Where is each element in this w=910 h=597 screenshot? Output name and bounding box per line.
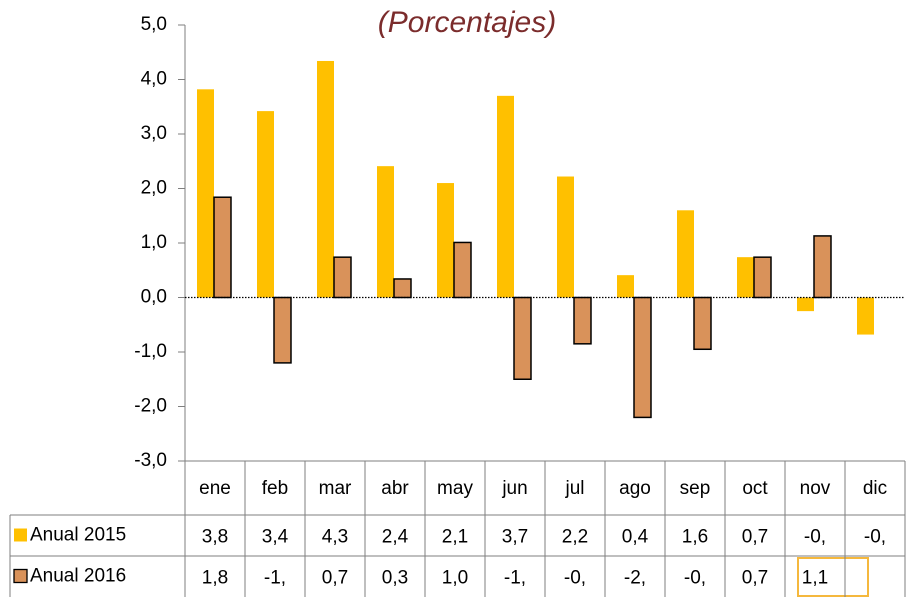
table-value: -2, bbox=[624, 568, 646, 589]
table-value: 1,8 bbox=[202, 568, 228, 589]
table-value: -1, bbox=[504, 568, 526, 589]
x-tick-label: ago bbox=[619, 478, 651, 499]
bar bbox=[797, 297, 814, 312]
x-tick-label: nov bbox=[800, 478, 831, 499]
y-tick-label: -3,0 bbox=[134, 450, 167, 471]
bar bbox=[273, 296, 292, 364]
table-value: -0, bbox=[684, 568, 706, 589]
chart-title: (Porcentajes) bbox=[378, 6, 556, 39]
table-value: 0,3 bbox=[382, 568, 408, 589]
legend-label: Anual 2016 bbox=[30, 566, 126, 587]
bar bbox=[513, 296, 532, 380]
bar bbox=[497, 95, 514, 298]
table-value: 2,2 bbox=[562, 527, 588, 548]
bar bbox=[453, 241, 472, 299]
y-tick-label: 0,0 bbox=[141, 287, 167, 308]
y-tick-label: 1,0 bbox=[141, 232, 167, 253]
x-tick-label: feb bbox=[262, 478, 288, 499]
x-tick-label: may bbox=[437, 478, 473, 499]
bar bbox=[693, 296, 712, 351]
x-tick-label: mar bbox=[319, 478, 352, 499]
x-tick-label: jul bbox=[564, 478, 584, 499]
table-value: -0, bbox=[564, 568, 586, 589]
x-tick-label: oct bbox=[742, 478, 768, 499]
bar bbox=[557, 176, 574, 298]
bar bbox=[213, 196, 232, 299]
legend-swatch bbox=[13, 568, 28, 584]
x-tick-label: abr bbox=[381, 478, 409, 499]
y-tick-label: 5,0 bbox=[141, 14, 167, 35]
y-tick-label: -2,0 bbox=[134, 396, 167, 417]
table-value: 3,8 bbox=[202, 527, 228, 548]
bar bbox=[333, 256, 352, 299]
bar bbox=[677, 210, 694, 298]
y-tick-label: -1,0 bbox=[134, 341, 167, 362]
table-value: -0, bbox=[864, 527, 886, 548]
bar bbox=[257, 111, 274, 298]
x-tick-label: ene bbox=[199, 478, 231, 499]
y-tick-label: 4,0 bbox=[141, 69, 167, 90]
bar bbox=[813, 235, 832, 299]
table-value: 0,7 bbox=[742, 568, 768, 589]
bar bbox=[753, 256, 772, 299]
table-value: 2,1 bbox=[442, 527, 468, 548]
table-value: 1,6 bbox=[682, 527, 708, 548]
x-tick-label: sep bbox=[680, 478, 711, 499]
table-value: 2,4 bbox=[382, 527, 409, 548]
bar bbox=[617, 275, 634, 298]
table-value: 0,4 bbox=[622, 527, 649, 548]
table-value: 0,7 bbox=[322, 568, 348, 589]
y-tick-label: 3,0 bbox=[141, 123, 167, 144]
bar bbox=[437, 183, 454, 298]
bar bbox=[737, 257, 754, 298]
x-tick-label: dic bbox=[863, 478, 887, 499]
bar bbox=[197, 89, 214, 298]
bar bbox=[573, 296, 592, 345]
table-value: -0, bbox=[804, 527, 826, 548]
x-tick-label: jun bbox=[501, 478, 527, 499]
highlight-box bbox=[797, 557, 869, 597]
table-value: 1,0 bbox=[442, 568, 468, 589]
bar bbox=[633, 296, 652, 419]
table-value: 0,7 bbox=[742, 527, 768, 548]
table-value: 1,1 bbox=[802, 568, 828, 589]
bar bbox=[857, 297, 874, 335]
bar bbox=[393, 278, 412, 299]
bar bbox=[317, 60, 334, 298]
table-value: -1, bbox=[264, 568, 286, 589]
table-value: 3,7 bbox=[502, 527, 528, 548]
table-value: 3,4 bbox=[262, 527, 289, 548]
table-value: 4,3 bbox=[322, 527, 348, 548]
legend-label: Anual 2015 bbox=[30, 525, 126, 546]
y-tick-label: 2,0 bbox=[141, 178, 167, 199]
legend-swatch bbox=[14, 528, 27, 542]
bar bbox=[377, 166, 394, 298]
